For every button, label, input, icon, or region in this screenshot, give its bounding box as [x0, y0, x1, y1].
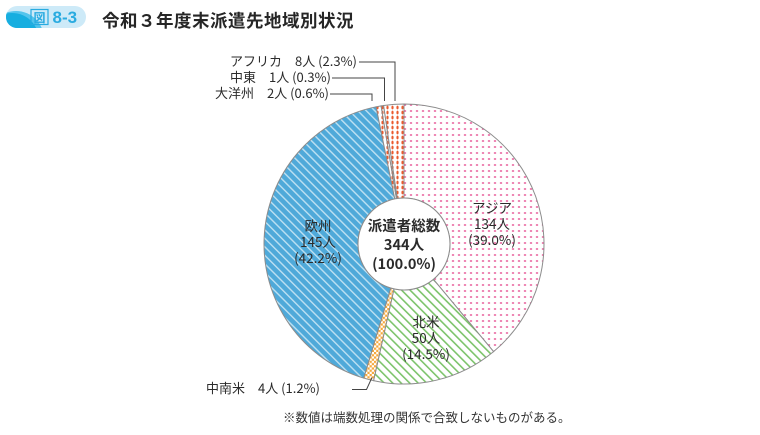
svg-text:(39.0%): (39.0%)	[468, 229, 516, 249]
svg-text:派遣者総数: 派遣者総数	[368, 215, 441, 236]
svg-text:(100.0%): (100.0%)	[372, 253, 436, 274]
svg-text:中南米 4人 (1.2%): 中南米 4人 (1.2%)	[206, 378, 320, 397]
svg-text:大洋州 2人 (0.6%): 大洋州 2人 (0.6%)	[215, 83, 329, 102]
svg-text:(42.2%): (42.2%)	[294, 247, 342, 267]
svg-text:(14.5%): (14.5%)	[402, 343, 450, 363]
svg-text:344人: 344人	[384, 234, 425, 255]
